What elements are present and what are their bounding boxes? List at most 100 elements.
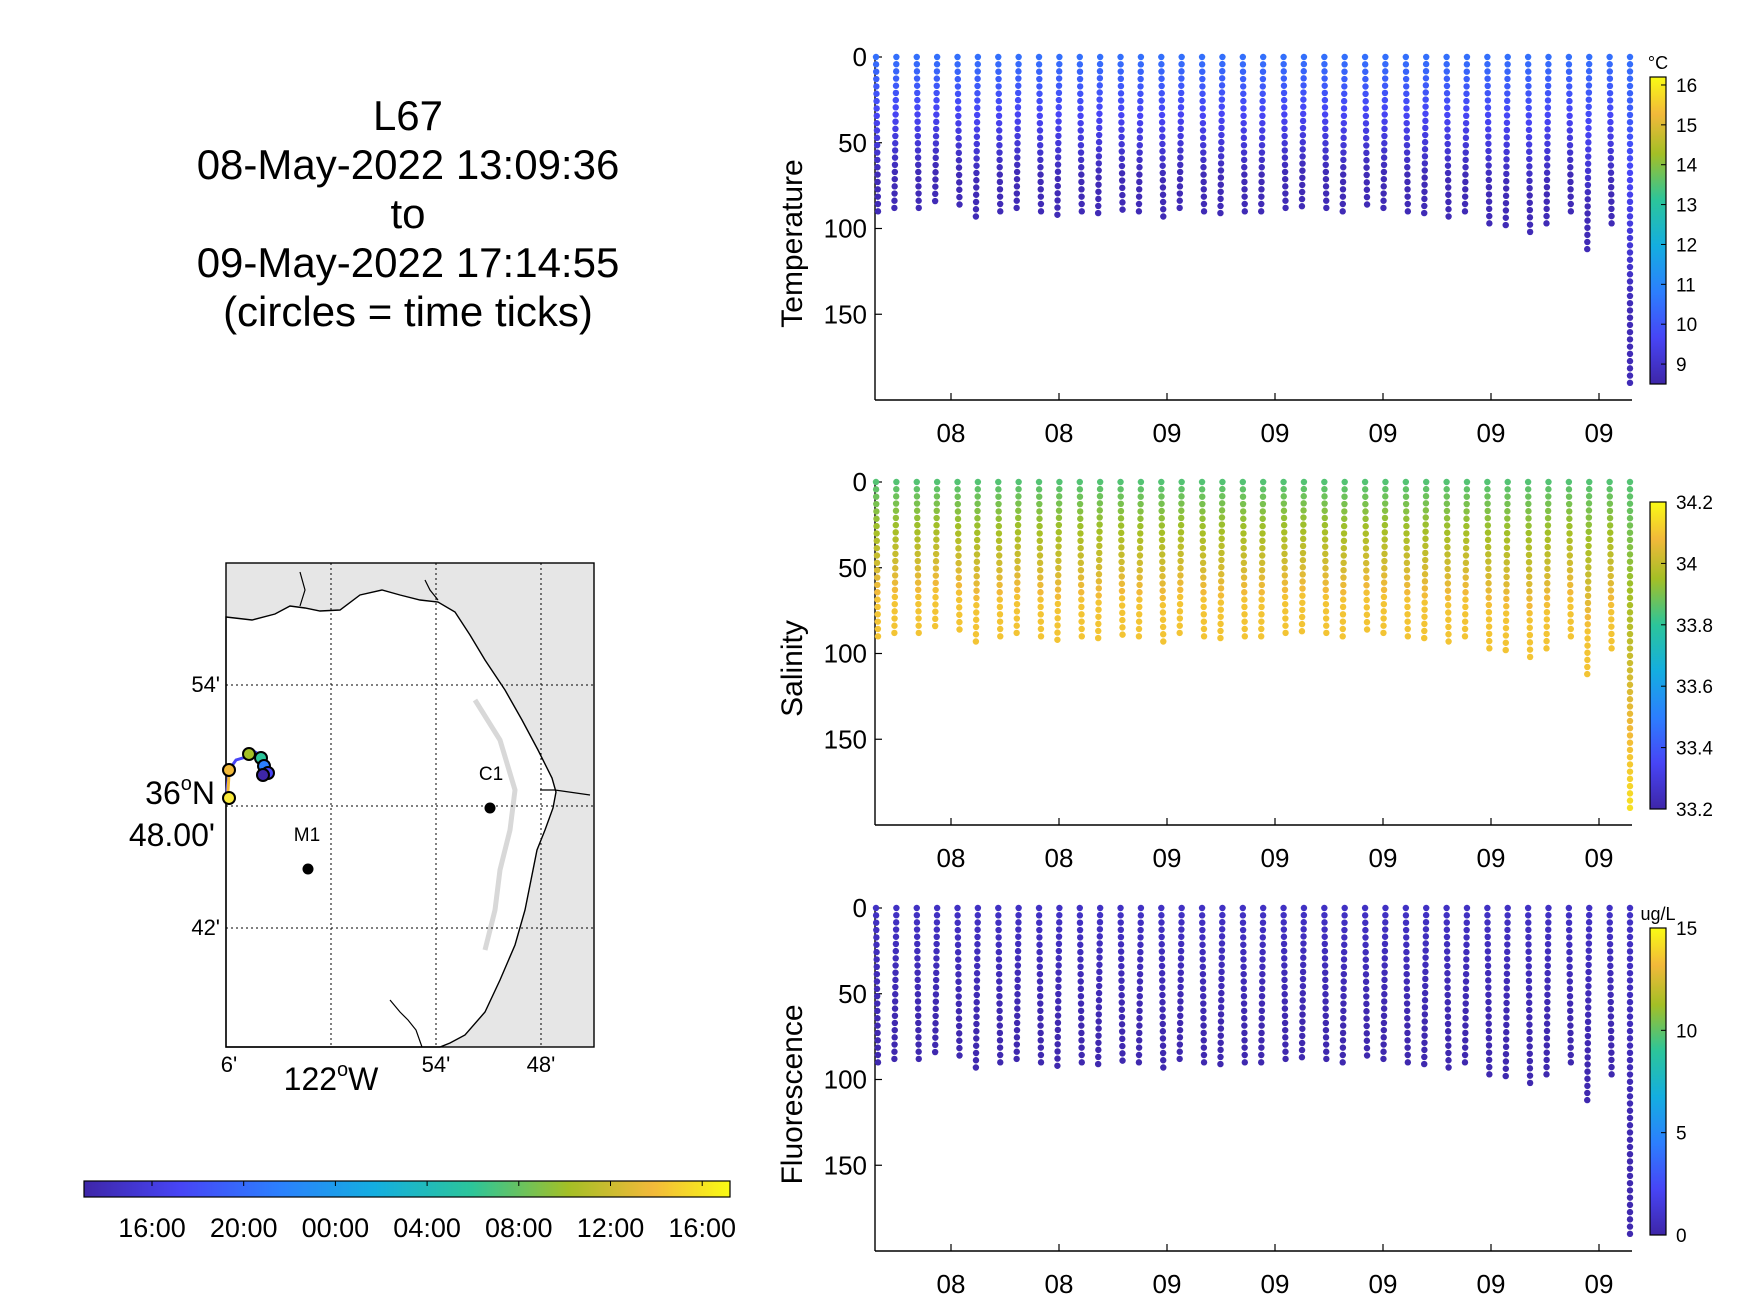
- profile-point: [995, 926, 1002, 934]
- profile-point: [1037, 1000, 1044, 1007]
- profile-point: [1177, 125, 1184, 133]
- profile-point: [1463, 537, 1470, 544]
- profile-point: [1525, 948, 1532, 955]
- profile-point: [1504, 486, 1511, 493]
- profile-point: [1015, 75, 1022, 82]
- profile-point: [1036, 105, 1043, 112]
- profile-point: [1361, 478, 1369, 486]
- profile-point: [1443, 912, 1450, 919]
- profile-point: [1178, 507, 1185, 514]
- profile-point: [1339, 186, 1347, 193]
- profile-point: [1444, 1013, 1452, 1020]
- profile-point: [1626, 696, 1634, 703]
- profile-point: [1095, 160, 1102, 167]
- profile-point: [1013, 1034, 1021, 1041]
- profile-point: [1158, 97, 1166, 104]
- profile-point: [1218, 521, 1226, 528]
- profile-point: [1258, 603, 1265, 611]
- profile-point: [1422, 528, 1429, 535]
- profile-point: [915, 629, 922, 637]
- profile-point: [1380, 600, 1388, 608]
- profile-point: [1037, 1044, 1045, 1051]
- profile-point: [1362, 956, 1369, 963]
- profile-point: [1281, 529, 1288, 536]
- profile-point: [1199, 119, 1207, 127]
- profile-point: [1502, 617, 1510, 625]
- profile-point: [1626, 104, 1634, 111]
- profile-point: [1607, 543, 1614, 551]
- profile-point: [1462, 970, 1470, 978]
- profile-point: [1258, 559, 1266, 567]
- profile-point: [1096, 478, 1104, 486]
- profile-point: [1055, 111, 1062, 118]
- profile-point: [873, 985, 881, 993]
- profile-point: [874, 618, 882, 625]
- profile-point: [1176, 183, 1184, 190]
- x-tick-label: 09: [1153, 418, 1182, 448]
- profile-point: [995, 83, 1002, 90]
- profile-point: [1381, 933, 1389, 940]
- profile-point: [1280, 89, 1288, 97]
- profile-point: [1585, 968, 1592, 976]
- profile-point: [1219, 67, 1226, 75]
- profile-point: [1013, 190, 1021, 197]
- profile-point: [1585, 60, 1593, 68]
- profile-point: [1381, 147, 1388, 154]
- profile-point: [1526, 624, 1533, 631]
- profile-point: [931, 1048, 939, 1056]
- glider-track: [222, 747, 275, 805]
- profile-point: [1239, 493, 1247, 500]
- profile-point: [1362, 508, 1369, 515]
- profile-point: [1217, 188, 1224, 195]
- profile-point: [1525, 500, 1532, 508]
- profile-point: [1159, 609, 1167, 616]
- profile-point: [891, 572, 899, 579]
- profile-point: [1282, 197, 1289, 204]
- profile-point: [1565, 493, 1573, 500]
- profile-point: [1626, 912, 1634, 919]
- profile-point: [1282, 1055, 1289, 1063]
- profile-point: [1014, 161, 1021, 168]
- profile-point: [1404, 171, 1411, 178]
- profile-point: [1484, 478, 1491, 486]
- profile-point: [1626, 710, 1634, 717]
- profile-point: [872, 919, 880, 926]
- profile-point: [1585, 564, 1592, 571]
- colorbar-tick-label: 33.8: [1676, 616, 1713, 637]
- profile-point: [1524, 53, 1532, 61]
- profile-point: [1199, 83, 1206, 90]
- profile-point: [1241, 1051, 1248, 1059]
- profile-point: [1200, 1037, 1207, 1044]
- profile-point: [874, 625, 882, 633]
- profile-point: [1543, 616, 1551, 623]
- profile-point: [1565, 912, 1573, 919]
- profile-point: [954, 523, 962, 530]
- profile-point: [955, 142, 962, 149]
- profile-point: [914, 529, 921, 536]
- profile-point: [1136, 552, 1144, 559]
- profile-point: [1545, 500, 1552, 507]
- profile-point: [892, 557, 899, 565]
- profile-point: [1300, 926, 1307, 933]
- profile-point: [1486, 220, 1493, 227]
- profile-point: [1402, 478, 1410, 486]
- profile-point: [1503, 559, 1510, 566]
- profile-point: [874, 1044, 882, 1051]
- profile-point: [1381, 998, 1388, 1005]
- profile-point: [1543, 1034, 1551, 1042]
- profile-point: [1078, 1051, 1085, 1059]
- profile-point: [1462, 1029, 1469, 1037]
- profile-point: [1240, 574, 1248, 581]
- profile-point: [915, 1041, 922, 1048]
- profile-point: [1280, 933, 1288, 940]
- profile-point: [1015, 485, 1022, 493]
- profile-point: [1443, 515, 1451, 522]
- profile-point: [1584, 203, 1591, 210]
- profile-point: [1403, 522, 1410, 530]
- profile-point: [1584, 160, 1592, 167]
- profile-point: [1339, 1029, 1347, 1037]
- profile-point: [1340, 522, 1348, 530]
- profile-point: [1584, 1047, 1591, 1054]
- profile-point: [1321, 68, 1328, 75]
